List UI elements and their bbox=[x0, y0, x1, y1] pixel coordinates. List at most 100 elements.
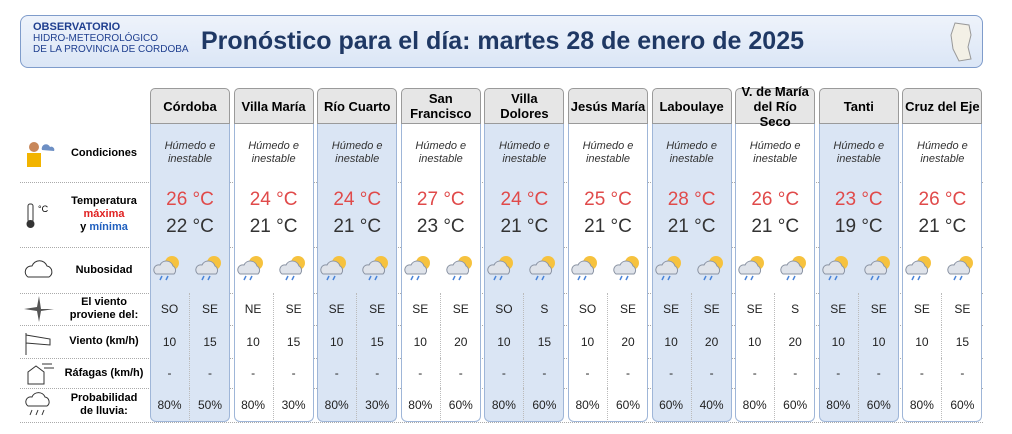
gusts: - bbox=[735, 358, 776, 388]
temp-min: 21 °C bbox=[500, 216, 549, 237]
rain: 60% bbox=[783, 398, 808, 412]
city-header: San Francisco bbox=[400, 88, 481, 124]
temp-min: 23 °C bbox=[416, 216, 465, 237]
temp-max: 27 °C bbox=[416, 189, 465, 210]
rain: 80% bbox=[401, 388, 441, 422]
wind: 10 bbox=[902, 325, 943, 358]
rain: 60% bbox=[652, 388, 692, 422]
temp-min: 22 °C bbox=[166, 216, 214, 237]
gusts: - bbox=[150, 358, 190, 388]
rain: 40% bbox=[699, 398, 724, 412]
wind-from: SE bbox=[870, 302, 887, 316]
temp-max: 24 °C bbox=[333, 189, 382, 210]
gusts: - bbox=[793, 366, 798, 380]
rain: 60% bbox=[448, 398, 473, 412]
wind-from: SO bbox=[568, 293, 608, 325]
row-label: Ráfagas (km/h) bbox=[60, 358, 148, 388]
wind: 20 bbox=[788, 334, 802, 349]
gusts: - bbox=[709, 366, 714, 380]
row-icon: °C bbox=[26, 203, 49, 228]
row-label: Nubosidad bbox=[60, 247, 148, 293]
weather-icon bbox=[362, 256, 389, 281]
wind-from: NE bbox=[234, 293, 274, 325]
wind-from: SE bbox=[201, 302, 218, 316]
org-name: OBSERVATORIO bbox=[33, 21, 121, 33]
weather-icon bbox=[696, 256, 723, 281]
weather-icon bbox=[654, 256, 681, 281]
row-label: Temperatura máxima y mínima bbox=[60, 182, 148, 247]
temp-max: 23 °C bbox=[834, 189, 883, 210]
wind: 20 bbox=[704, 334, 719, 349]
conditions: Húmedo e inestable bbox=[499, 140, 550, 165]
wind-from: SO bbox=[484, 293, 525, 325]
svg-text:°C: °C bbox=[38, 204, 49, 214]
label-text: El viento proviene del: bbox=[69, 296, 139, 321]
conditions: Húmedo e inestable bbox=[415, 140, 467, 165]
conditions: Húmedo e inestable bbox=[582, 140, 634, 165]
title-box: OBSERVATORIO HIDRO-METEOROLÓGICO DE LA P… bbox=[20, 15, 983, 68]
label-text: Probabilidad de lluvia: bbox=[70, 392, 138, 417]
label-text: Nubosidad bbox=[75, 263, 133, 276]
rain: 30% bbox=[281, 398, 306, 412]
city-header: Cruz del Eje bbox=[902, 88, 983, 124]
city-header: Villa María bbox=[233, 88, 314, 124]
weather-icon bbox=[404, 256, 430, 281]
wind: 15 bbox=[370, 334, 384, 349]
wind: 10 bbox=[484, 325, 525, 358]
weather-icon bbox=[947, 256, 974, 281]
weather-icon bbox=[613, 256, 639, 281]
wind-from: SE bbox=[703, 302, 720, 316]
row-label: Condiciones bbox=[60, 124, 148, 182]
conditions: Húmedo e inestable bbox=[917, 140, 968, 165]
rain: 50% bbox=[197, 398, 223, 412]
province-map bbox=[950, 22, 972, 62]
city-header: Río Cuarto bbox=[317, 88, 398, 124]
wind: 15 bbox=[286, 334, 301, 349]
row-separator bbox=[20, 422, 983, 423]
weather-icon bbox=[278, 256, 305, 281]
city-header: Laboulaye bbox=[651, 88, 732, 124]
rain: 80% bbox=[819, 388, 859, 422]
label-text: Ráfagas (km/h) bbox=[64, 366, 144, 379]
label-text: Viento (km/h) bbox=[69, 335, 139, 347]
temp-max: 28 °C bbox=[667, 189, 716, 210]
row-icon bbox=[27, 142, 55, 167]
conditions: Húmedo e inestable bbox=[248, 140, 299, 165]
weather-icon bbox=[864, 256, 890, 281]
gusts: - bbox=[568, 358, 608, 388]
rain: 60% bbox=[950, 398, 975, 412]
wind: 20 bbox=[621, 334, 635, 349]
row-label: Viento (km/h) bbox=[60, 325, 148, 358]
gusts: - bbox=[819, 358, 859, 388]
temp-min: 21 °C bbox=[333, 216, 382, 237]
label-max: máxima bbox=[83, 208, 125, 220]
weather-icon bbox=[571, 256, 597, 281]
wind: 10 bbox=[652, 325, 692, 358]
conditions: Húmedo e inestable bbox=[331, 140, 383, 165]
temp-min: 21 °C bbox=[751, 216, 800, 237]
wind-from: S bbox=[540, 302, 549, 316]
temp-max: 24 °C bbox=[500, 189, 549, 210]
wind: 10 bbox=[234, 325, 274, 358]
row-icon bbox=[25, 332, 51, 355]
gusts: - bbox=[458, 366, 463, 380]
weather-icon bbox=[780, 256, 807, 281]
gusts: - bbox=[542, 366, 547, 380]
city-header: Jesús María bbox=[568, 88, 648, 124]
rain: 30% bbox=[365, 398, 390, 412]
rain: 80% bbox=[150, 388, 190, 422]
wind-from: SE bbox=[401, 293, 441, 325]
weather-icon bbox=[446, 256, 472, 281]
gusts: - bbox=[960, 366, 965, 380]
wind-from: SE bbox=[652, 293, 692, 325]
wind-from: SE bbox=[954, 302, 971, 316]
city-header: Tanti bbox=[818, 88, 899, 124]
temp-max: 26 °C bbox=[918, 189, 967, 210]
weather-icon bbox=[236, 256, 263, 281]
temp-min: 21 °C bbox=[249, 216, 298, 237]
gusts: - bbox=[484, 358, 525, 388]
rain: 80% bbox=[568, 388, 608, 422]
wind-from: SE bbox=[619, 302, 636, 316]
temperature-label: Temperatura máxima y mínima bbox=[71, 195, 137, 234]
